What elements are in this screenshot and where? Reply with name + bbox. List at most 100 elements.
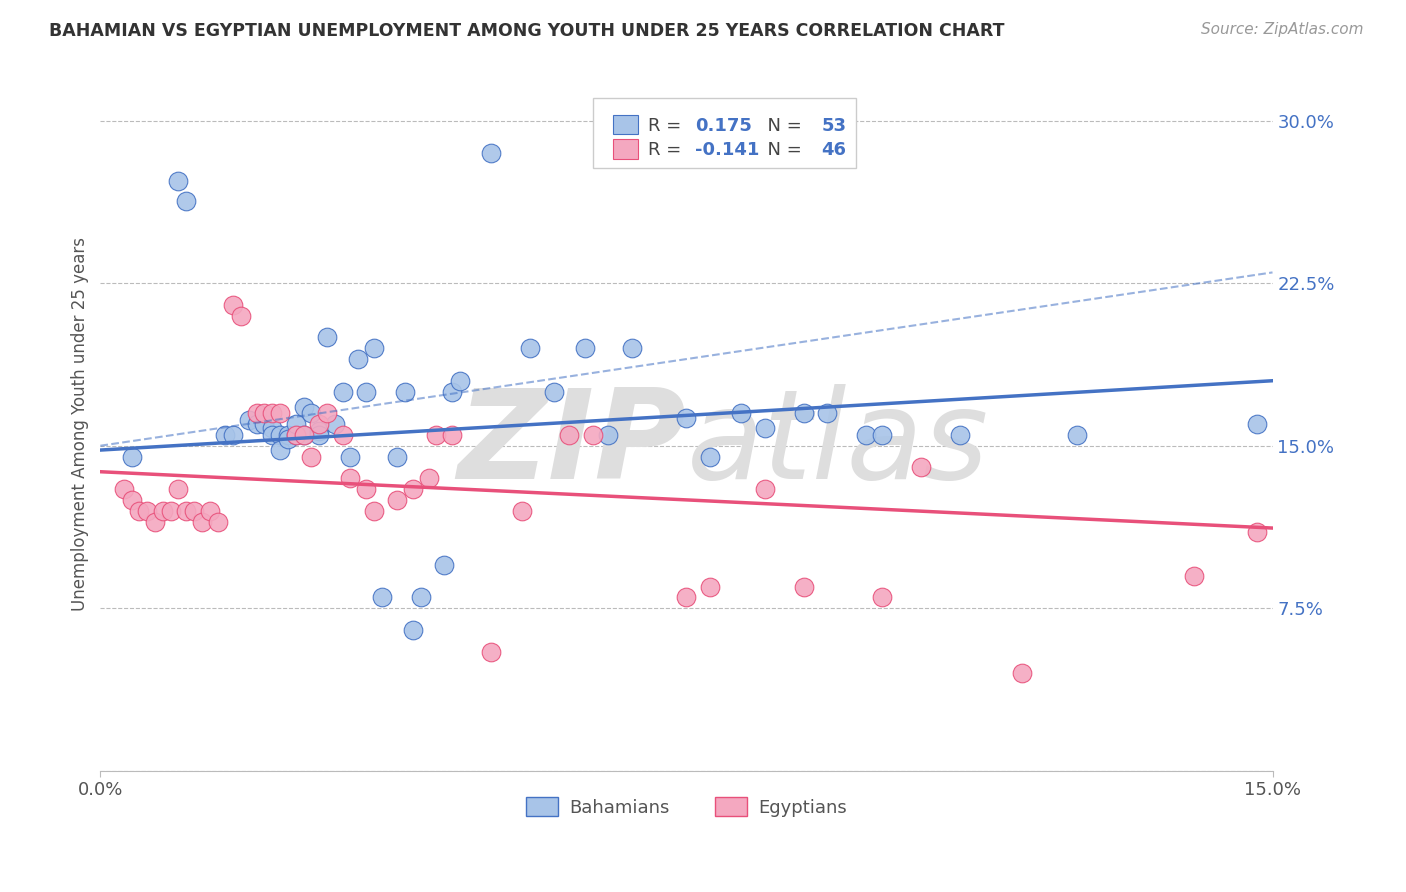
Point	[363, 504, 385, 518]
Point	[433, 558, 456, 572]
Point	[121, 450, 143, 464]
Point	[519, 341, 541, 355]
Legend: Bahamians, Egyptians: Bahamians, Egyptians	[519, 790, 853, 824]
Point	[292, 428, 315, 442]
FancyBboxPatch shape	[613, 115, 638, 135]
Point	[339, 450, 361, 464]
Text: 53: 53	[821, 117, 846, 135]
Point	[1246, 525, 1268, 540]
Point	[339, 471, 361, 485]
Point	[699, 450, 721, 464]
Point	[754, 482, 776, 496]
Point	[143, 515, 166, 529]
Point	[316, 406, 339, 420]
Point	[402, 482, 425, 496]
Point	[1182, 568, 1205, 582]
Point	[815, 406, 838, 420]
Point	[370, 591, 392, 605]
Point	[425, 428, 447, 442]
Text: N =: N =	[755, 117, 807, 135]
Point	[558, 428, 581, 442]
Point	[332, 428, 354, 442]
Point	[699, 580, 721, 594]
Point	[308, 424, 330, 438]
Point	[262, 406, 284, 420]
Point	[598, 428, 620, 442]
Text: BAHAMIAN VS EGYPTIAN UNEMPLOYMENT AMONG YOUTH UNDER 25 YEARS CORRELATION CHART: BAHAMIAN VS EGYPTIAN UNEMPLOYMENT AMONG …	[49, 22, 1005, 40]
Point	[620, 341, 643, 355]
Text: R =: R =	[648, 117, 686, 135]
Point	[159, 504, 181, 518]
Point	[207, 515, 229, 529]
Point	[387, 492, 409, 507]
Point	[1066, 428, 1088, 442]
Point	[440, 384, 463, 399]
Point	[246, 406, 269, 420]
Text: N =: N =	[755, 141, 807, 160]
Point	[277, 428, 299, 442]
Point	[675, 410, 697, 425]
Point	[253, 417, 276, 431]
Point	[277, 432, 299, 446]
Point	[121, 492, 143, 507]
FancyBboxPatch shape	[613, 139, 638, 159]
Point	[183, 504, 205, 518]
Point	[222, 298, 245, 312]
Point	[316, 330, 339, 344]
Point	[418, 471, 440, 485]
Point	[191, 515, 214, 529]
Point	[730, 406, 752, 420]
Point	[574, 341, 596, 355]
Text: 46: 46	[821, 141, 846, 160]
Point	[128, 504, 150, 518]
Point	[167, 482, 190, 496]
Point	[229, 309, 252, 323]
Text: atlas: atlas	[686, 384, 988, 506]
Point	[409, 591, 432, 605]
Point	[176, 504, 198, 518]
Point	[167, 174, 190, 188]
Point	[176, 194, 198, 208]
Point	[949, 428, 972, 442]
Point	[222, 428, 245, 442]
Text: R =: R =	[648, 141, 686, 160]
Y-axis label: Unemployment Among Youth under 25 years: Unemployment Among Youth under 25 years	[72, 237, 89, 611]
Point	[354, 384, 377, 399]
Point	[332, 384, 354, 399]
Point	[855, 428, 877, 442]
Point	[284, 417, 307, 431]
Point	[284, 428, 307, 442]
Point	[449, 374, 471, 388]
Point	[246, 417, 269, 431]
Point	[479, 644, 502, 658]
Point	[308, 428, 330, 442]
Point	[870, 591, 893, 605]
Point	[394, 384, 416, 399]
Point	[675, 591, 697, 605]
Point	[440, 428, 463, 442]
Point	[292, 400, 315, 414]
Point	[292, 428, 315, 442]
Point	[269, 443, 291, 458]
Point	[479, 146, 502, 161]
Point	[793, 406, 815, 420]
Point	[543, 384, 565, 399]
Text: Source: ZipAtlas.com: Source: ZipAtlas.com	[1201, 22, 1364, 37]
Text: -0.141: -0.141	[695, 141, 759, 160]
Point	[262, 428, 284, 442]
Point	[402, 623, 425, 637]
Point	[269, 406, 291, 420]
Point	[299, 406, 322, 420]
Point	[354, 482, 377, 496]
Point	[112, 482, 135, 496]
Text: ZIP: ZIP	[458, 384, 686, 506]
Point	[198, 504, 221, 518]
FancyBboxPatch shape	[593, 98, 856, 168]
Point	[512, 504, 534, 518]
Text: 0.175: 0.175	[695, 117, 752, 135]
Point	[387, 450, 409, 464]
Point	[253, 406, 276, 420]
Point	[262, 421, 284, 435]
Point	[793, 580, 815, 594]
Point	[214, 428, 236, 442]
